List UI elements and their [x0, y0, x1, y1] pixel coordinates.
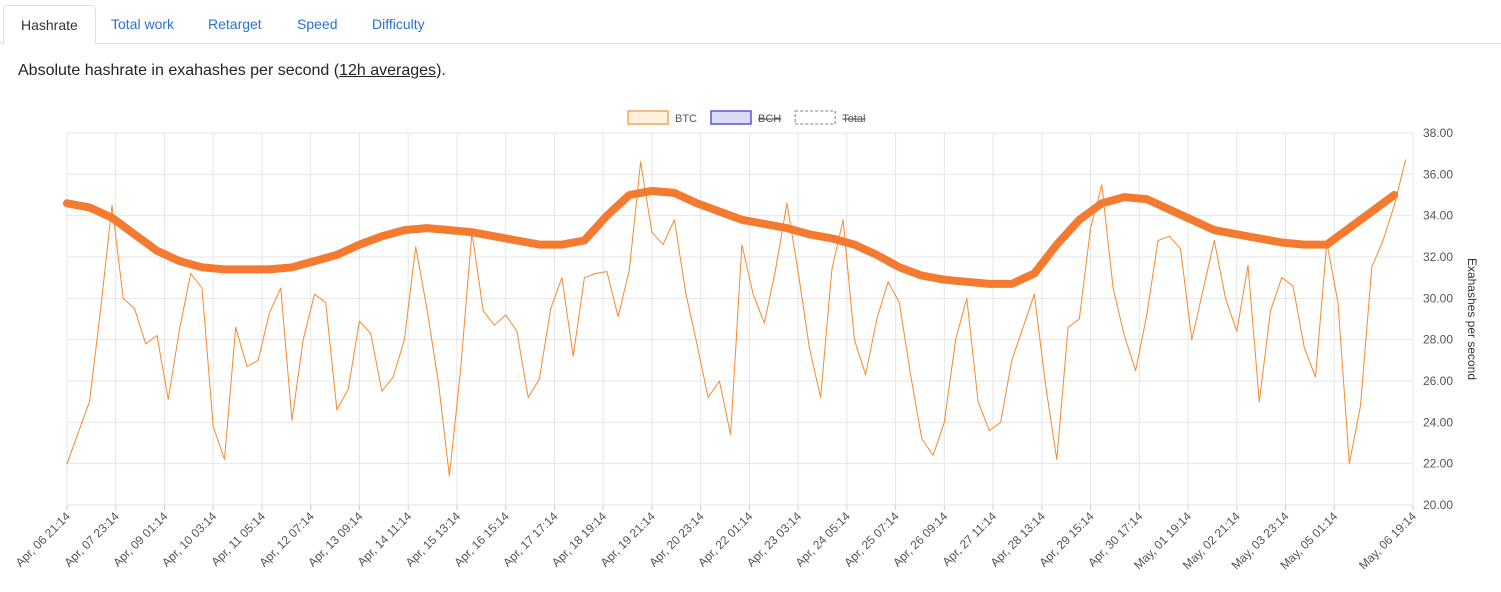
tab[interactable]: Difficulty	[372, 16, 425, 32]
y-tick-label: 24.00	[1423, 415, 1453, 429]
y-tick-label: 26.00	[1423, 374, 1453, 388]
legend-swatch[interactable]	[627, 110, 669, 125]
y-axis-label: Exahashes per second	[1465, 258, 1479, 380]
tab[interactable]: Hashrate	[3, 5, 96, 44]
legend-swatch[interactable]	[794, 110, 836, 125]
series-line	[63, 186, 1399, 288]
y-tick-label: 20.00	[1423, 498, 1453, 512]
legend-entry[interactable]: Total	[794, 110, 865, 125]
y-tick-label: 32.00	[1423, 250, 1453, 264]
legend-label[interactable]: BTC	[675, 113, 697, 125]
legend-label[interactable]: Total	[842, 113, 865, 125]
legend-entry[interactable]: BTC	[627, 110, 697, 125]
y-tick-label: 38.00	[1423, 126, 1453, 140]
y-tick-label: 34.00	[1423, 209, 1453, 223]
description: Absolute hashrate in exahashes per secon…	[18, 62, 446, 80]
description-text: Absolute hashrate in exahashes per secon…	[18, 62, 340, 79]
x-tick-label: May, 06 19:14	[1356, 509, 1419, 572]
legend-swatch[interactable]	[710, 110, 752, 125]
y-tick-label: 36.00	[1423, 167, 1453, 181]
series-line	[66, 159, 1406, 477]
plot-area	[66, 132, 1414, 506]
y-tick-label: 22.00	[1423, 457, 1453, 471]
tab[interactable]: Speed	[297, 16, 338, 32]
averages-link[interactable]: 12h averages	[339, 62, 437, 79]
tab-bar: Hashrate Total work Retarget Speed Difficult…	[0, 0, 1501, 44]
y-tick-label: 30.00	[1423, 291, 1453, 305]
description-text: ).	[436, 62, 446, 79]
legend-entry[interactable]: BCH	[710, 110, 781, 125]
tab[interactable]: Retarget	[208, 16, 262, 32]
tab[interactable]: Total work	[111, 16, 175, 32]
legend-label[interactable]: BCH	[758, 113, 781, 125]
y-tick-label: 28.00	[1423, 333, 1453, 347]
